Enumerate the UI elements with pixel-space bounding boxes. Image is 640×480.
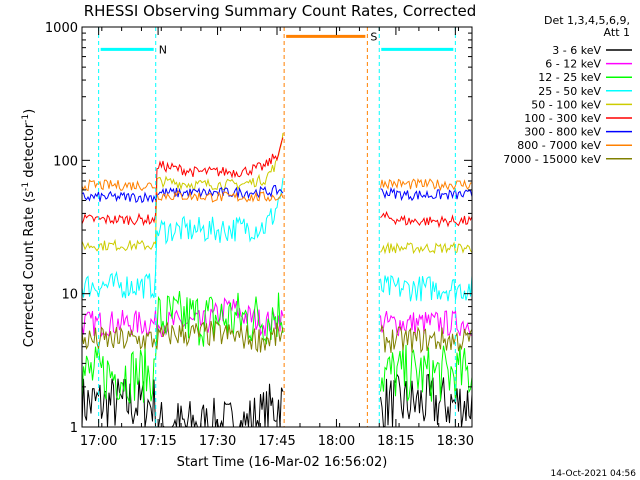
x-tick-label: 17:45 (258, 434, 295, 449)
y-tick-label: 1000 (45, 21, 78, 36)
series-line (81, 290, 473, 404)
series-line (81, 320, 473, 354)
legend-label: 25 - 50 keV (538, 85, 601, 98)
legend-header: Att 1 (604, 26, 630, 39)
x-axis-label: Start Time (16-Mar-02 16:56:02) (177, 455, 388, 470)
y-axis-label-part: ) (22, 109, 37, 114)
legend-label: 800 - 7000 keV (517, 139, 601, 152)
series-line (81, 373, 473, 428)
y-tick-label: 10 (61, 288, 78, 303)
legend-label: 6 - 12 keV (545, 58, 601, 71)
x-tick-label: 17:30 (199, 434, 236, 449)
legend-label: 3 - 6 keV (552, 44, 601, 57)
y-tick-label: 100 (53, 154, 78, 169)
y-axis-label-sup: -1 (21, 182, 31, 191)
x-tick-label: 17:15 (139, 434, 176, 449)
x-tick-label: 18:00 (318, 434, 355, 449)
plot-frame (81, 26, 473, 428)
chart-title: RHESSI Observing Summary Count Rates, Co… (84, 2, 477, 20)
series-line (81, 137, 473, 229)
x-tick-label: 17:00 (80, 434, 117, 449)
legend-label: 50 - 100 keV (531, 98, 601, 111)
y-tick-label: 1 (70, 421, 78, 436)
series-line (81, 132, 473, 255)
series-line (81, 177, 472, 203)
legend-header: Det 1,3,4,5,6,9, (544, 14, 630, 27)
legend-label: 300 - 800 keV (524, 126, 601, 139)
x-tick-label: 18:15 (377, 434, 414, 449)
y-axis-label-part: detector (22, 122, 37, 182)
y-axis-label-sup: -1 (21, 114, 31, 123)
footer-timestamp: 14-Oct-2021 04:56 (551, 469, 637, 479)
series-line (81, 177, 473, 302)
axes: 1 10 100 1000 17:00 17:15 17:30 17:45 18:00 18:15… (45, 21, 474, 449)
legend-label: 7000 - 15000 keV (503, 153, 601, 166)
annotation-label: N (159, 43, 167, 56)
annotations: NS (98, 27, 456, 427)
annotation-label: S (370, 30, 377, 43)
series-line (81, 184, 473, 204)
x-tick-label: 18:30 (437, 434, 474, 449)
y-axis-label-part: Corrected Count Rate (s (22, 191, 37, 348)
y-axis-label: Corrected Count Rate (s-1 detector-1) (21, 109, 37, 347)
legend-label: 100 - 300 keV (524, 112, 601, 125)
plot-data (81, 132, 473, 428)
legend-label: 12 - 25 keV (538, 71, 601, 84)
